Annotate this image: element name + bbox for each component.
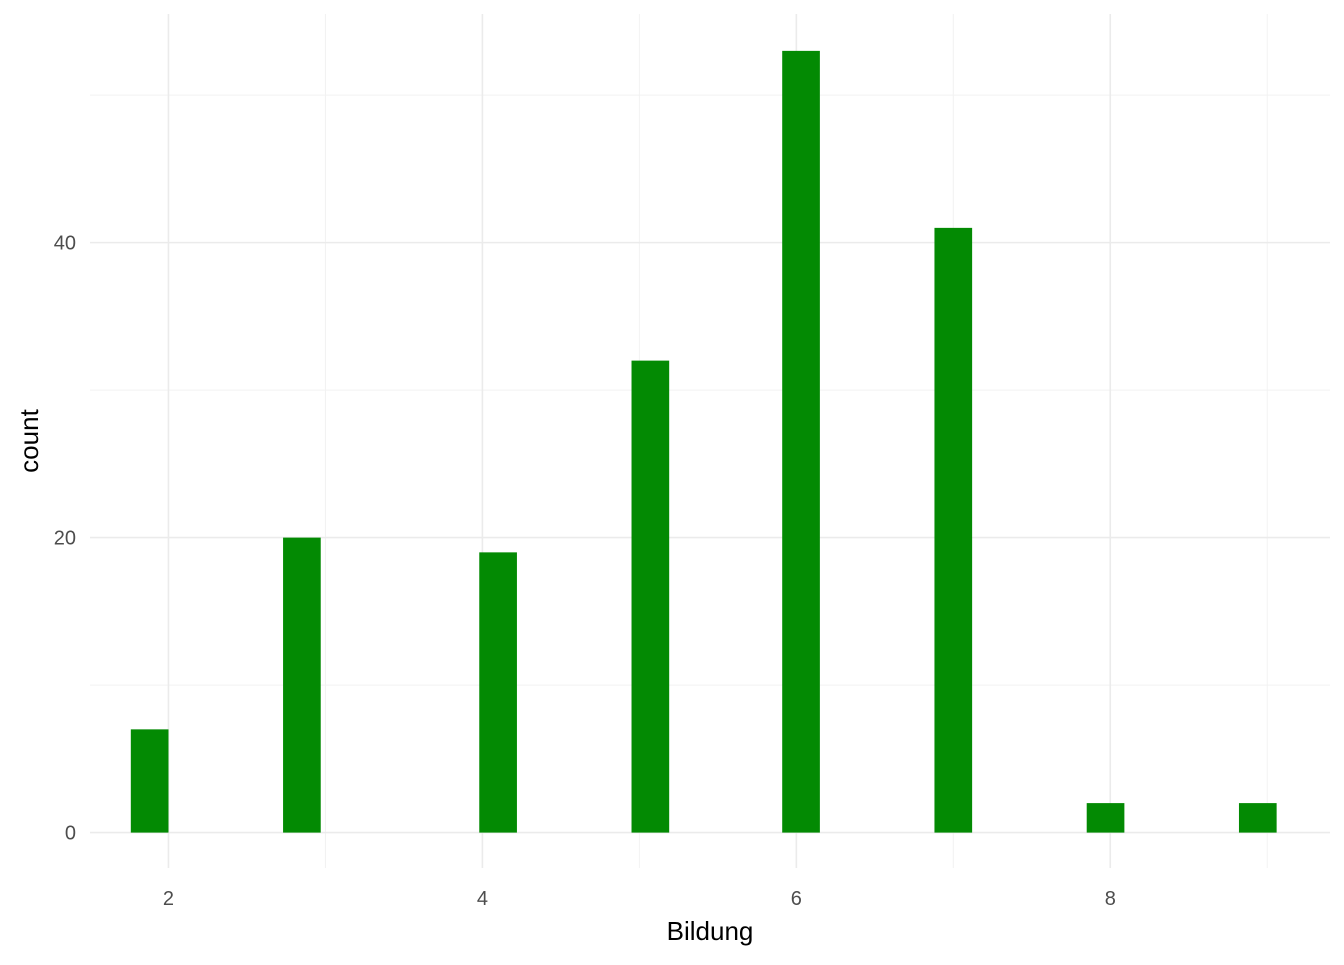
y-axis-title: count: [14, 408, 44, 472]
y-tick-label: 40: [54, 233, 76, 255]
y-tick-label: 0: [65, 823, 76, 845]
bar: [782, 50, 820, 833]
bar: [130, 729, 169, 833]
bar: [631, 360, 670, 833]
bar: [283, 537, 321, 833]
bar: [934, 227, 973, 833]
bar: [479, 552, 517, 833]
x-tick-label: 4: [477, 888, 488, 910]
bars: [130, 50, 1277, 833]
bar: [1238, 803, 1277, 833]
x-axis-title: Bildung: [667, 916, 754, 946]
bar: [1086, 803, 1125, 833]
y-tick-label: 20: [54, 528, 76, 550]
x-tick-label: 2: [163, 888, 174, 910]
tick-labels: 2 4 6 8 0 20 40: [54, 233, 1116, 910]
x-tick-label: 6: [791, 888, 802, 910]
x-tick-label: 8: [1105, 888, 1116, 910]
grid-lines: [90, 14, 1330, 868]
